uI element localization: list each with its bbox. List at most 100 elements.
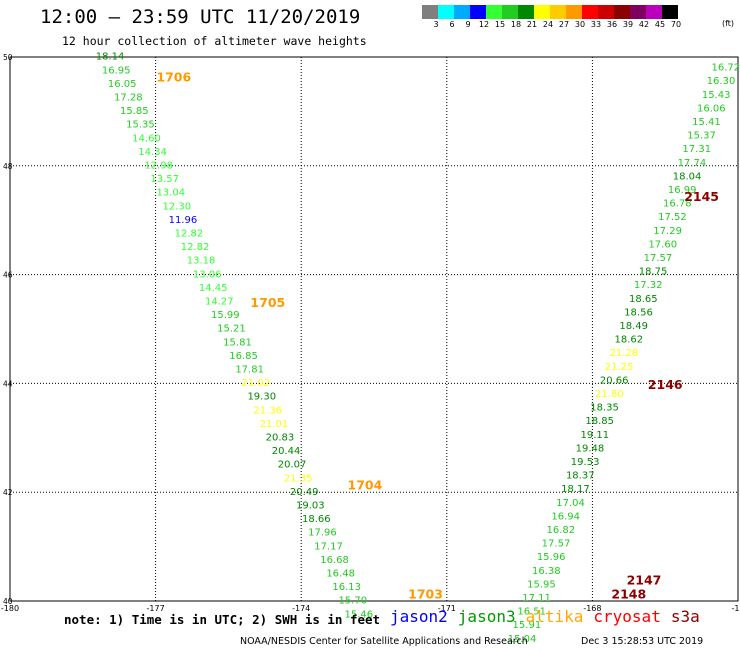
legend-labels: 3 6 9 12 15 18 21 24 27 30 33 36 39 42 45 70 (428, 19, 684, 30)
wave-height-label: 21.25 (605, 362, 634, 373)
wave-height-label: 18.56 (624, 307, 653, 318)
wave-height-label: 15.37 (687, 131, 716, 142)
wave-height-label: 17.17 (314, 541, 343, 552)
track-number-label: 1704 (348, 477, 383, 492)
track-number-label: 1706 (156, 69, 191, 84)
track-number-label: 1705 (250, 295, 285, 310)
y-tick-label: 46 (3, 271, 13, 280)
wave-height-label: 21.80 (595, 389, 624, 400)
legend-swatch (550, 5, 566, 19)
track-number-label: 2148 (611, 586, 646, 601)
wave-height-label: 19.30 (247, 392, 276, 403)
legend-label: 18 (510, 20, 522, 29)
wave-height-label: 16.85 (229, 351, 258, 362)
legend-label: 3 (433, 20, 439, 29)
wave-height-label: 20.49 (290, 487, 319, 498)
wave-height-label: 17.11 (522, 593, 551, 604)
x-tick-label: -177 (147, 604, 165, 613)
track-number-label: 1703 (408, 586, 443, 601)
wave-height-label: 17.81 (235, 365, 264, 376)
wave-height-label: 18.04 (673, 171, 702, 182)
wave-height-label: 21.35 (284, 473, 313, 484)
legend-swatch (486, 5, 502, 19)
legend-swatches (422, 5, 684, 19)
wave-height-label: 15.85 (120, 106, 149, 117)
track-number-label: 2147 (627, 573, 662, 588)
wave-height-label: 19.48 (576, 443, 605, 454)
wave-height-label: 15.96 (537, 552, 566, 563)
wave-height-label: 20.07 (278, 460, 307, 471)
wave-height-label: 15.41 (692, 117, 721, 128)
footnote: note: 1) Time is in UTC; 2) SWH is in fe… (64, 612, 381, 627)
wave-height-label: 16.48 (326, 569, 355, 580)
wave-height-label: 17.52 (658, 212, 687, 223)
legend-swatch (422, 5, 438, 19)
wave-height-label: 16.06 (697, 103, 726, 114)
wave-height-label: 13.57 (150, 174, 179, 185)
wave-height-label: 11.96 (169, 215, 198, 226)
wave-height-label: 12.82 (181, 242, 210, 253)
wave-height-label: 17.57 (542, 539, 571, 550)
legend-label: 36 (606, 20, 618, 29)
track-number-label: 2145 (684, 189, 719, 204)
wave-height-label: 19.03 (296, 501, 325, 512)
wave-height-label: 17.28 (114, 93, 143, 104)
legend-swatch (502, 5, 518, 19)
x-tick-label: -16 (731, 604, 740, 613)
wave-height-label: 18.66 (302, 514, 331, 525)
wave-height-label: 18.65 (629, 294, 658, 305)
wave-height-label: 15.95 (527, 579, 556, 590)
satellite-name: cryosat (593, 607, 661, 626)
legend-label: 30 (574, 20, 586, 29)
legend-swatch (582, 5, 598, 19)
wave-height-label: 16.82 (547, 525, 576, 536)
timestamp-text: Dec 3 15:28:53 UTC 2019 (581, 636, 704, 647)
satellite-name: jason2 (390, 607, 448, 626)
wave-height-label: 18.62 (614, 335, 643, 346)
wave-height-label: 13.04 (156, 188, 185, 199)
wave-height-label: 16.51 (517, 607, 546, 618)
wave-height-label: 17.60 (648, 239, 677, 250)
legend-swatch (454, 5, 470, 19)
wave-height-label: 21.01 (260, 419, 289, 430)
wave-height-label: 14.60 (132, 133, 161, 144)
wave-height-label: 16.30 (707, 76, 736, 87)
wave-height-label: 19.11 (581, 430, 610, 441)
wave-height-label: 16.68 (320, 555, 349, 566)
legend-label: 15 (494, 20, 506, 29)
x-tick-label: -174 (292, 604, 310, 613)
page-title: 12:00 – 23:59 UTC 11/20/2019 (40, 6, 361, 28)
wave-height-label: 18.85 (585, 416, 614, 427)
wave-height-label: 18.49 (619, 321, 648, 332)
wave-height-label: 21.28 (610, 348, 639, 359)
legend-label: 42 (638, 20, 650, 29)
y-tick-label: 44 (3, 379, 13, 388)
wave-height-label: 16.78 (663, 199, 692, 210)
wave-height-label: 14.45 (199, 283, 228, 294)
wave-height-label: 19.53 (571, 457, 600, 468)
legend-label: 70 (670, 20, 682, 29)
credit-text: NOAA/NESDIS Center for Satellite Applica… (240, 636, 528, 647)
wave-height-label: 14.34 (138, 147, 167, 158)
wave-height-label: 15.99 (211, 310, 240, 321)
legend-label: 6 (449, 20, 455, 29)
wave-height-label: 18.35 (590, 403, 619, 414)
wave-height-label: 18.14 (96, 52, 125, 63)
wave-height-label: 13.06 (193, 269, 222, 280)
wave-height-label: 15.91 (513, 620, 542, 631)
legend-swatch (614, 5, 630, 19)
x-tick-label: -180 (1, 604, 19, 613)
wave-height-label: 20.44 (272, 446, 301, 457)
wave-height-label: 17.57 (644, 253, 673, 264)
wave-height-label: 12.98 (144, 161, 173, 172)
wave-height-label: 15.35 (126, 120, 155, 131)
legend-label: 39 (622, 20, 634, 29)
wave-height-label: 20.83 (266, 433, 295, 444)
legend-swatch (566, 5, 582, 19)
y-tick-label: 48 (3, 162, 13, 171)
wave-height-label: 16.38 (532, 566, 561, 577)
wave-height-label: 15.81 (223, 337, 252, 348)
legend-swatch (662, 5, 678, 19)
wave-height-label: 21.02 (241, 378, 270, 389)
